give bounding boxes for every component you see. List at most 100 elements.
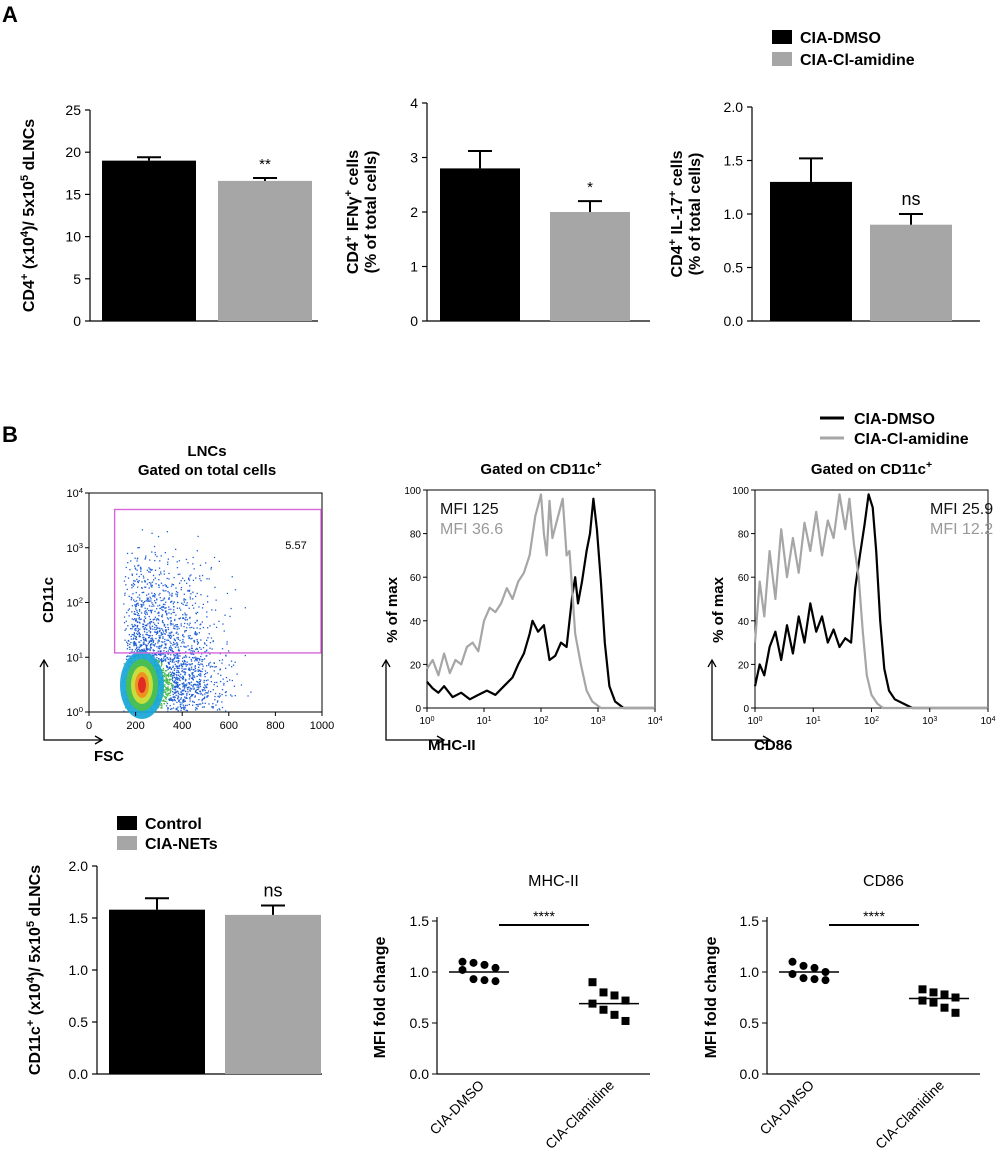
event-dot	[221, 689, 224, 691]
y-tick-label: 40	[410, 617, 422, 628]
event-dot	[171, 671, 174, 673]
y-tick-label: 20	[65, 144, 81, 160]
x-tick-label: 102	[533, 716, 548, 728]
event-dot	[143, 628, 146, 631]
event-dot	[231, 576, 233, 578]
event-dot	[209, 661, 211, 664]
event-dot	[219, 693, 221, 695]
event-dot	[194, 666, 196, 668]
event-dot	[159, 604, 161, 606]
event-dot	[183, 636, 185, 638]
event-dot	[171, 658, 173, 661]
event-dot	[184, 604, 187, 606]
event-dot	[174, 657, 176, 659]
event-dot	[194, 683, 196, 686]
event-dot	[168, 648, 170, 650]
y-tick-label: 1.0	[740, 964, 760, 980]
event-dot	[194, 656, 196, 658]
event-dot	[149, 628, 152, 630]
event-dot	[190, 650, 192, 652]
histogram-x-label: CD86	[754, 737, 792, 754]
event-dot	[179, 639, 181, 642]
event-dot	[173, 609, 175, 611]
event-dot	[196, 550, 198, 552]
event-dot	[236, 673, 238, 675]
event-dot	[180, 623, 182, 625]
event-dot	[127, 562, 129, 564]
event-dot	[195, 684, 197, 686]
event-dot	[165, 660, 167, 662]
event-dot	[180, 664, 182, 666]
event-dot	[185, 665, 187, 667]
event-dot	[208, 578, 210, 580]
event-dot	[164, 691, 167, 693]
event-dot	[154, 628, 156, 631]
event-dot	[221, 693, 223, 696]
event-dot	[127, 577, 130, 579]
event-dot	[198, 664, 201, 666]
data-point	[469, 958, 478, 967]
event-dot	[177, 626, 179, 628]
data-point	[951, 1008, 960, 1017]
event-dot	[203, 658, 206, 660]
event-dot	[165, 678, 167, 681]
event-dot	[179, 688, 181, 690]
event-dot	[171, 583, 173, 585]
event-dot	[166, 666, 168, 668]
event-dot	[129, 648, 131, 650]
event-dot	[175, 678, 177, 680]
event-dot	[188, 636, 190, 639]
event-dot	[187, 590, 189, 592]
event-dot	[135, 635, 137, 638]
event-dot	[171, 676, 174, 678]
event-dot	[163, 653, 165, 655]
event-dot	[165, 644, 167, 646]
event-dot	[174, 625, 176, 627]
event-dot	[162, 603, 165, 605]
event-dot	[141, 587, 143, 589]
event-dot	[212, 703, 214, 705]
tick-base: 10	[66, 488, 78, 500]
event-dot	[168, 666, 171, 668]
event-dot	[127, 644, 129, 647]
event-dot	[137, 614, 139, 616]
event-dot	[152, 640, 155, 642]
event-dot	[182, 707, 184, 709]
y-axis-label-line2: (% of total cells)	[687, 153, 704, 276]
event-dot	[169, 697, 171, 700]
event-dot	[185, 651, 187, 653]
event-dot	[164, 629, 167, 631]
event-dot	[143, 631, 146, 633]
event-dot	[190, 684, 192, 686]
event-dot	[131, 634, 133, 636]
event-dot	[152, 594, 154, 597]
event-dot	[128, 608, 131, 610]
event-dot	[181, 702, 183, 704]
event-dot	[137, 602, 139, 604]
event-dot	[134, 600, 136, 603]
event-dot	[201, 574, 204, 577]
y-tick-label: 0	[410, 313, 418, 329]
event-dot	[165, 693, 167, 695]
event-dot	[198, 693, 200, 695]
event-dot	[198, 682, 201, 684]
event-dot	[196, 688, 198, 691]
event-dot	[210, 665, 212, 667]
event-dot	[172, 651, 175, 653]
event-dot	[195, 595, 197, 598]
event-dot	[172, 693, 174, 696]
event-dot	[163, 695, 165, 697]
event-dot	[188, 578, 190, 580]
event-dot	[167, 687, 169, 689]
event-dot	[179, 607, 181, 609]
event-dot	[153, 593, 156, 595]
event-dot	[202, 702, 204, 704]
event-dot	[180, 586, 183, 589]
event-dot	[164, 607, 166, 609]
event-dot	[218, 708, 220, 710]
event-dot	[149, 623, 151, 625]
event-dot	[218, 560, 220, 562]
data-point	[588, 978, 597, 987]
event-dot	[163, 702, 165, 705]
event-dot	[169, 660, 171, 662]
